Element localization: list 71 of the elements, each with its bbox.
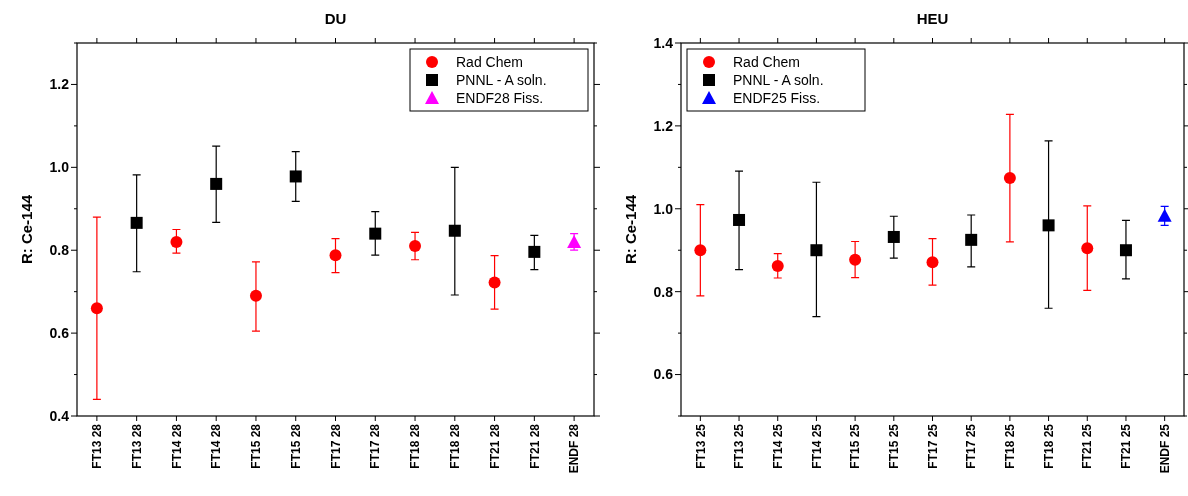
chart-title: DU <box>324 10 347 27</box>
point <box>329 249 342 262</box>
x-tick-label: FT14 25 <box>809 423 824 469</box>
point <box>849 253 862 266</box>
point <box>210 177 223 190</box>
x-tick-label: FT18 28 <box>448 423 463 469</box>
x-tick-label: FT13 25 <box>732 423 747 469</box>
x-tick-label: FT17 28 <box>368 423 383 469</box>
x-tick-label: ENDF 28 <box>567 423 582 474</box>
y-tick-label: 1.2 <box>49 76 70 93</box>
point <box>810 244 823 257</box>
point <box>409 240 422 253</box>
x-tick-label: FT15 25 <box>848 423 863 469</box>
legend-label: Rad Chem <box>733 53 800 70</box>
point <box>926 256 939 269</box>
point <box>170 235 183 248</box>
x-tick-label: FT14 28 <box>169 423 184 469</box>
x-tick-label: FT21 28 <box>527 423 542 469</box>
legend-label: ENDF28 Fiss. <box>456 89 544 106</box>
x-tick-label: FT18 25 <box>1041 423 1056 469</box>
x-tick-label: FT17 28 <box>328 423 343 469</box>
legend-label: ENDF25 Fiss. <box>733 89 821 106</box>
x-tick-label: FT13 28 <box>129 423 144 469</box>
y-tick-label: 0.4 <box>49 407 70 424</box>
x-tick-label: FT18 25 <box>1003 423 1018 469</box>
x-tick-label: FT17 25 <box>964 423 979 469</box>
x-tick-label: FT15 28 <box>288 423 303 469</box>
point <box>130 216 143 229</box>
point <box>1119 244 1132 257</box>
x-tick-label: FT17 25 <box>925 423 940 469</box>
point <box>694 244 707 257</box>
point <box>771 259 784 272</box>
point <box>733 213 746 226</box>
point <box>448 224 461 237</box>
x-tick-label: FT14 28 <box>209 423 224 469</box>
y-tick-label: 0.8 <box>49 242 70 259</box>
y-tick-label: 0.6 <box>49 325 70 342</box>
point <box>1042 219 1055 232</box>
x-tick-label: FT13 25 <box>693 423 708 469</box>
point <box>289 170 302 183</box>
y-tick-label: 1.0 <box>49 159 70 176</box>
point <box>488 276 501 289</box>
chart-title: HEU <box>916 10 949 27</box>
point <box>90 302 103 315</box>
x-tick-label: ENDF 25 <box>1157 423 1172 474</box>
point <box>1081 242 1094 255</box>
point <box>249 289 262 302</box>
x-tick-label: FT21 25 <box>1119 423 1134 469</box>
point <box>528 245 541 258</box>
x-tick-label: FT13 28 <box>90 423 105 469</box>
y-tick-label: 1.0 <box>653 200 674 217</box>
y-axis-title: R: Ce-144 <box>622 194 639 265</box>
point <box>887 230 900 243</box>
legend-label: PNNL - A soln. <box>456 71 547 88</box>
legend-label: Rad Chem <box>456 53 523 70</box>
point <box>965 233 978 246</box>
y-tick-label: 1.4 <box>653 34 674 51</box>
x-tick-label: FT18 28 <box>408 423 423 469</box>
y-tick-label: 1.2 <box>653 117 674 134</box>
y-tick-label: 0.8 <box>653 283 674 300</box>
point <box>1157 208 1172 222</box>
x-tick-label: FT15 25 <box>887 423 902 469</box>
y-axis-title: R: Ce-144 <box>18 194 35 265</box>
point <box>369 227 382 240</box>
x-tick-label: FT14 25 <box>770 423 785 469</box>
legend-label: PNNL - A soln. <box>733 71 824 88</box>
x-tick-label: FT21 25 <box>1080 423 1095 469</box>
point <box>1003 172 1016 185</box>
y-tick-label: 0.6 <box>653 366 674 383</box>
x-tick-label: FT15 28 <box>249 423 264 469</box>
x-tick-label: FT21 28 <box>487 423 502 469</box>
